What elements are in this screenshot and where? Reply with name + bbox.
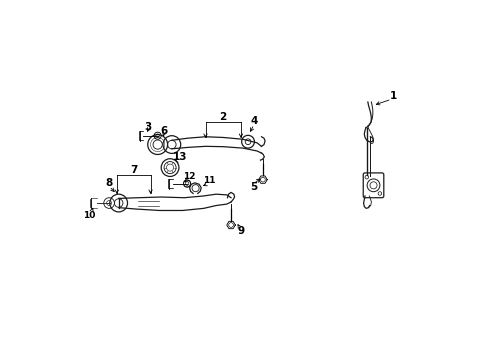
Text: 3: 3 [144, 122, 151, 132]
Text: 12: 12 [183, 172, 195, 181]
Text: 1: 1 [389, 91, 396, 101]
Text: 10: 10 [83, 211, 95, 220]
Text: 8: 8 [105, 178, 113, 188]
Text: 5: 5 [249, 182, 257, 192]
Text: 9: 9 [237, 226, 244, 237]
Text: 7: 7 [130, 165, 137, 175]
Text: 2: 2 [219, 112, 226, 122]
Text: 11: 11 [203, 176, 215, 185]
Text: 6: 6 [160, 126, 167, 136]
Text: 4: 4 [250, 116, 257, 126]
Text: 13: 13 [172, 152, 187, 162]
